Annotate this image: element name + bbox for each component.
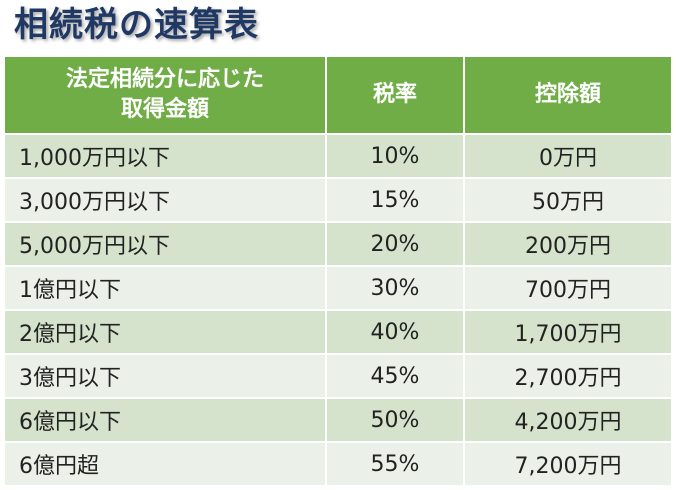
cell-deduction: 7,200万円 [463,441,673,487]
header-amount: 法定相続分に応じた 取得金額 [3,55,327,135]
cell-deduction: 1,700万円 [463,309,673,355]
cell-deduction: 2,700万円 [463,353,673,399]
cell-deduction: 4,200万円 [463,397,673,443]
table-row: 5,000万円以下 20% 200万円 [3,221,673,267]
cell-deduction: 0万円 [463,133,673,179]
header-amount-line1: 法定相続分に応じた [65,67,264,92]
header-rate: 税率 [325,55,465,135]
table-row: 3,000万円以下 15% 50万円 [3,177,673,223]
table-header-row: 法定相続分に応じた 取得金額 税率 控除額 [3,55,673,135]
header-deduction: 控除額 [463,55,673,135]
cell-amount: 6億円以下 [3,397,327,443]
cell-amount: 6億円超 [3,441,327,487]
cell-amount: 5,000万円以下 [3,221,327,267]
table-row: 6億円超 55% 7,200万円 [3,441,673,487]
cell-rate: 55% [325,441,465,487]
table-row: 1億円以下 30% 700万円 [3,265,673,311]
cell-amount: 1億円以下 [3,265,327,311]
cell-deduction: 700万円 [463,265,673,311]
page-title: 相続税の速算表 [14,5,259,45]
cell-rate: 40% [325,309,465,355]
header-amount-line2: 取得金額 [120,97,209,122]
cell-amount: 2億円以下 [3,309,327,355]
cell-rate: 45% [325,353,465,399]
table-row: 2億円以下 40% 1,700万円 [3,309,673,355]
cell-rate: 50% [325,397,465,443]
cell-rate: 20% [325,221,465,267]
cell-amount: 3億円以下 [3,353,327,399]
cell-rate: 10% [325,133,465,179]
cell-deduction: 50万円 [463,177,673,223]
table-row: 1,000万円以下 10% 0万円 [3,133,673,179]
table-row: 3億円以下 45% 2,700万円 [3,353,673,399]
cell-rate: 15% [325,177,465,223]
cell-deduction: 200万円 [463,221,673,267]
cell-amount: 1,000万円以下 [3,133,327,179]
tax-rate-table: 法定相続分に応じた 取得金額 税率 控除額 1,000万円以下 10% 0万円 … [3,55,673,487]
cell-rate: 30% [325,265,465,311]
cell-amount: 3,000万円以下 [3,177,327,223]
table-row: 6億円以下 50% 4,200万円 [3,397,673,443]
